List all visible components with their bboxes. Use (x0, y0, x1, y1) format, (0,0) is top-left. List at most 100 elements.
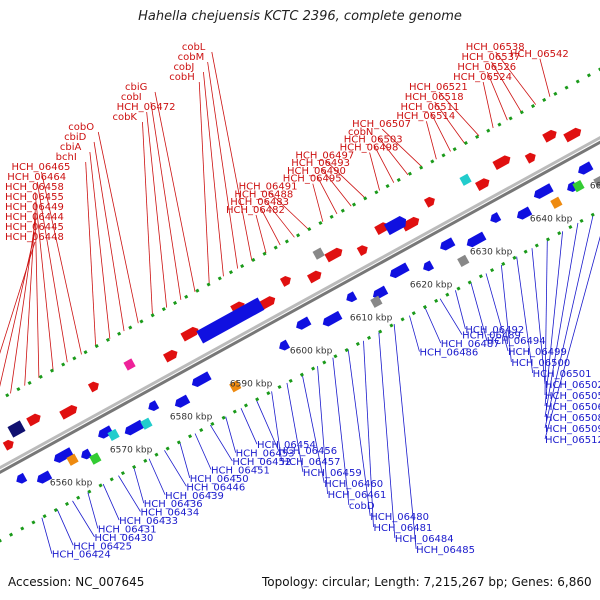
top-leader-line (259, 206, 281, 246)
top-leader-line (85, 161, 97, 347)
scale-tick (534, 243, 539, 248)
scale-tick (0, 538, 2, 543)
reverse-gene (53, 447, 74, 463)
top-leader-line (491, 61, 522, 113)
scale-tick (475, 134, 480, 139)
kbp-label: 6560 kbp (50, 479, 93, 489)
top-leader-line (41, 171, 82, 355)
bottom-gene-label: HCH_06431 (98, 524, 157, 535)
top-leader-line (430, 111, 451, 152)
scale-tick (497, 122, 502, 127)
bottom-gene-label: cobD (349, 501, 375, 512)
kbp-label: 6640 kbp (530, 215, 573, 225)
forward-gene (307, 270, 322, 284)
forward-gene (279, 276, 291, 287)
bottom-leader-line (41, 517, 53, 554)
bottom-gene-label: HCH_06508 (545, 413, 600, 424)
top-leader-line (434, 101, 466, 144)
forward-gene (542, 129, 557, 143)
top-leader-line (539, 58, 551, 97)
top-gene-label: HCH_06507 (352, 119, 411, 130)
reverse-gene (296, 316, 312, 330)
scale-tick (161, 307, 166, 312)
bottom-gene-label: HCH_06485 (416, 545, 475, 556)
forward-gene (475, 178, 490, 191)
top-gene-label: HCH_06455 (5, 192, 64, 203)
reverse-gene (516, 206, 533, 220)
bottom-leader-line (118, 475, 141, 512)
top-leader-line (89, 151, 111, 339)
scale-tick (452, 147, 457, 152)
scale-tick (501, 261, 506, 266)
bottom-leader-line (179, 441, 191, 479)
scale-tick (564, 85, 569, 90)
bottom-leader-line (286, 382, 304, 473)
bottom-leader-line (102, 483, 120, 521)
scale-tick (143, 458, 148, 463)
forward-gene (59, 404, 78, 420)
top-gene-label: HCH_06445 (5, 222, 64, 233)
top-gene-label: HCH_06493 (291, 158, 350, 169)
top-leader-line (373, 144, 395, 183)
bottom-leader-line (544, 222, 579, 418)
cobN-block (383, 215, 407, 236)
reverse-gene (440, 237, 456, 251)
top-gene-label: HCH_06497 (295, 150, 354, 161)
reverse-gene (81, 448, 93, 460)
scale-tick (87, 489, 92, 494)
scale-tick (49, 368, 55, 373)
misc-gene (229, 380, 242, 393)
scale-tick (53, 508, 58, 513)
scale-tick (83, 350, 88, 355)
scale-tick (172, 300, 178, 306)
misc-gene (370, 295, 383, 308)
top-gene-label: HCH_06483 (230, 197, 289, 208)
bottom-leader-line (455, 290, 466, 330)
forward-gene (524, 152, 536, 164)
bottom-gene-label: HCH_06430 (95, 533, 154, 544)
bottom-leader-line (393, 323, 417, 550)
bottom-leader-line (271, 391, 283, 462)
misc-gene (312, 247, 325, 260)
bottom-leader-line (544, 214, 594, 429)
top-leader-line (425, 121, 437, 160)
top-gene-label: HCH_06448 (5, 232, 64, 243)
scale-tick (598, 67, 600, 72)
reverse-gene (148, 400, 160, 411)
bottom-gene-label: HCH_06433 (119, 516, 178, 527)
bottom-gene-label: HCH_06459 (303, 468, 362, 479)
gene-labels: HCH_06448HCH_06445HCH_06444HCH_06449HCH_… (5, 42, 600, 561)
scale-tick (463, 140, 468, 146)
scale-tick (318, 220, 323, 226)
reverse-gene (322, 310, 343, 327)
forward-gene (492, 155, 511, 170)
scale-tick (523, 249, 528, 254)
reverse-gene (389, 262, 410, 279)
top-leader-line (24, 211, 36, 386)
reverse-gene (36, 470, 53, 484)
bottom-gene-label: HCH_06456 (278, 446, 337, 457)
bottom-leader-line (148, 458, 166, 495)
bottom-leader-line (439, 298, 463, 335)
bottom-gene-label: HCH_06481 (374, 523, 433, 534)
bottom-leader-line (164, 450, 187, 487)
top-gene-label: HCH_06518 (405, 92, 464, 103)
top-gene-label: HCH_06491 (239, 182, 298, 193)
bottom-leader-line (210, 424, 233, 462)
reverse-gene (174, 394, 191, 408)
kbp-label: 6590 kbp (230, 380, 273, 390)
kbp-label: 6610 kbp (350, 314, 393, 324)
reverse-gene (533, 183, 554, 199)
top-leader-line (255, 214, 267, 254)
bottom-gene-label: HCH_06486 (419, 348, 478, 359)
bottom-gene-label: HCH_06500 (511, 358, 570, 369)
top-gene-label: cobO (68, 122, 94, 133)
reverse-gene (466, 231, 487, 248)
bottom-leader-line (363, 340, 374, 528)
top-gene-label: cobM (178, 52, 205, 63)
forward-gene (180, 326, 199, 342)
top-gene-label: HCH_06472 (117, 102, 176, 113)
top-gene-label: HCH_06524 (453, 72, 512, 83)
scale-tick (255, 397, 260, 402)
forward-gene (87, 381, 99, 393)
